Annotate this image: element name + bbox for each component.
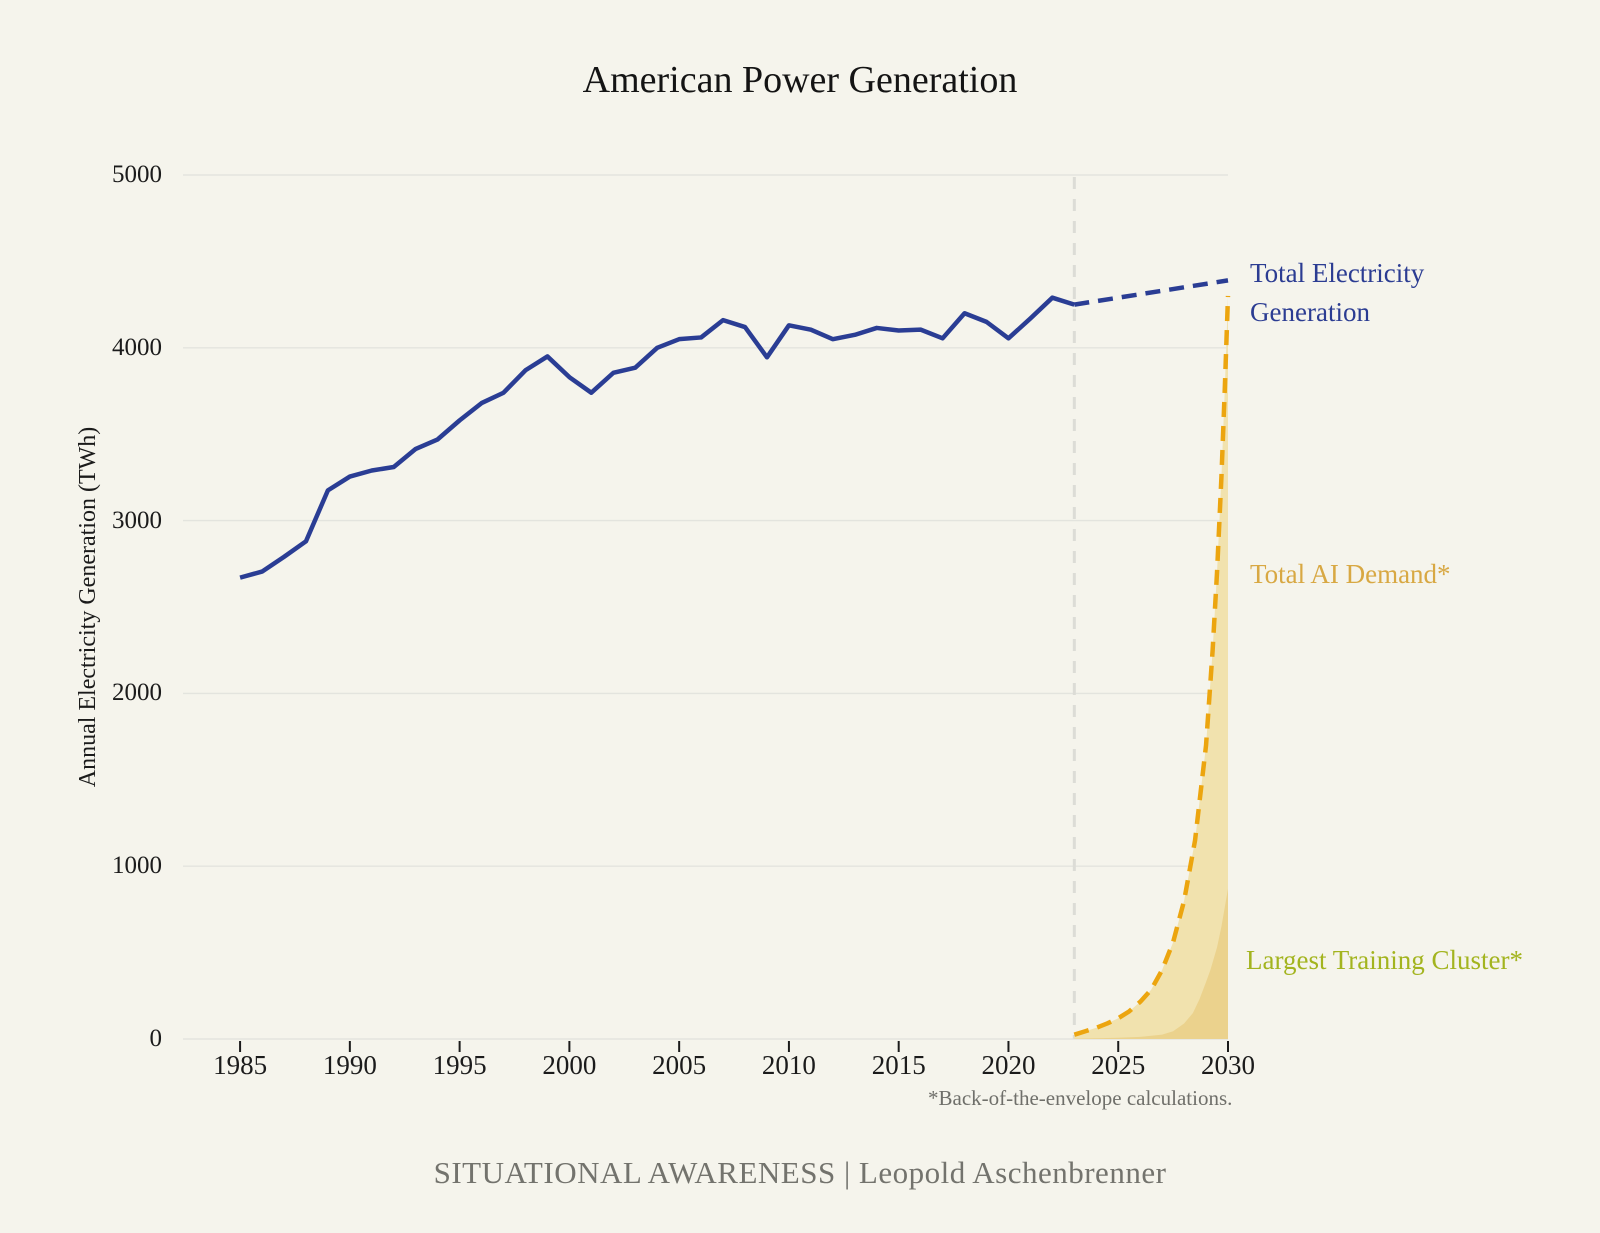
area-largest-training-cluster-projection- [1074, 888, 1228, 1039]
y-tick-label-4000: 4000 [112, 333, 162, 361]
annotation-total-electricity-line2: Generation [1250, 297, 1370, 327]
x-tick-label-2005: 2005 [652, 1050, 707, 1080]
series-total-electricity-generation-projection- [1073, 278, 1229, 307]
x-tick-label-1985: 1985 [213, 1050, 268, 1080]
chart-title: American Power Generation [582, 59, 1018, 101]
annotation-largest-training-cluster: Largest Training Cluster* [1246, 945, 1524, 975]
x-tick-label-2000: 2000 [542, 1050, 597, 1080]
y-tick-label-5000: 5000 [112, 161, 162, 188]
series-total-electricity-generation [239, 295, 1075, 580]
x-tick-label-1990: 1990 [322, 1050, 377, 1080]
x-tick-label-1995: 1995 [432, 1050, 487, 1080]
x-tick-label-2020: 2020 [981, 1050, 1036, 1080]
y-tick-label-2000: 2000 [112, 679, 162, 707]
annotation-total-ai-demand: Total AI Demand* [1250, 559, 1451, 589]
annotation-total-electricity-line1: Total Electricity [1250, 258, 1425, 288]
annotation-total-electricity-generation: Total Electricity Generation [1250, 254, 1424, 332]
y-tick-label-3000: 3000 [112, 506, 162, 534]
area-total-ai-demand-projection- [1074, 295, 1228, 1040]
y-tick-label-0: 0 [149, 1025, 163, 1052]
x-tick-label-2025: 2025 [1091, 1050, 1146, 1080]
x-tick-label-2010: 2010 [761, 1050, 816, 1080]
footnote: *Back-of-the-envelope calculations. [928, 1086, 1233, 1110]
x-tick-label-2030: 2030 [1201, 1050, 1255, 1080]
x-tick-label-2015: 2015 [871, 1050, 926, 1080]
series-total-ai-demand-projection- [1073, 295, 1231, 1037]
y-tick-label-1000: 1000 [112, 852, 162, 880]
y-axis-title: Annual Electricity Generation (TWh) [75, 426, 101, 788]
caption: SITUATIONAL AWARENESS | Leopold Aschenbr… [433, 1155, 1167, 1190]
